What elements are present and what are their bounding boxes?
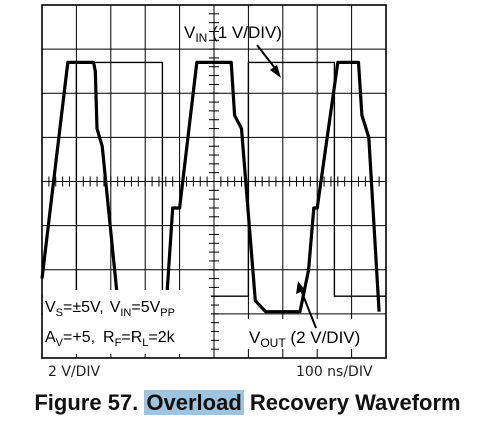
vout-label-box: VOUT (2 V/DIV) xyxy=(243,319,383,350)
vin-arrow xyxy=(256,44,281,78)
x-scale-label: 100 ns/DIV xyxy=(296,364,373,380)
vout-label: VOUT (2 V/DIV) xyxy=(249,328,360,350)
conditions-line-2: AV=+5, RF=RL=2k xyxy=(45,329,176,349)
conditions-box: VS=±5V, VIN=5VPP AV=+5, RF=RL=2k xyxy=(43,290,211,354)
caption-prefix: Figure 57. xyxy=(34,390,145,415)
caption-highlight: Overload xyxy=(144,390,244,415)
trace-1 xyxy=(40,60,381,314)
figure-caption: Figure 57. Overload Recovery Waveform xyxy=(0,390,495,416)
y-scale-label: 2 V/DIV xyxy=(48,364,101,380)
caption-suffix: Recovery Waveform xyxy=(243,390,461,415)
oscilloscope-plot: VIN (1 V/DIV) VOUT (2 V/DIV) VS=±5V, VIN=… xyxy=(40,4,387,359)
conditions-line-1: VS=±5V, VIN=5VPP xyxy=(45,299,175,319)
vout-arrow xyxy=(296,281,317,329)
vin-label: VIN (1 V/DIV) xyxy=(184,23,282,45)
